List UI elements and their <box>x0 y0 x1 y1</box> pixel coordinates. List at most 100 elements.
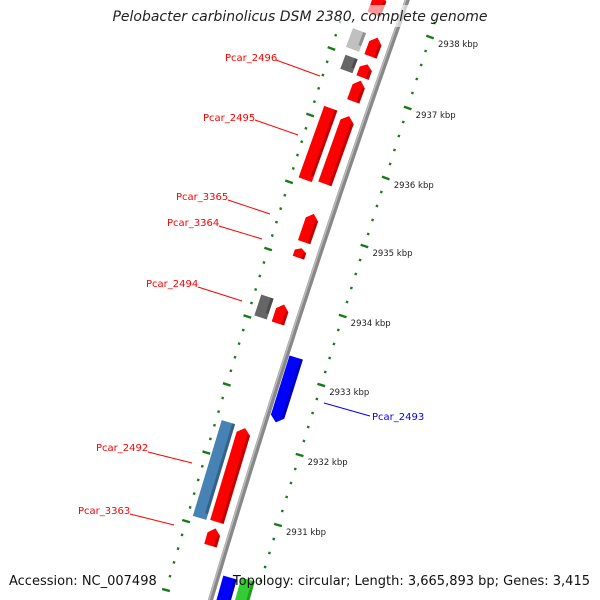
tick-minor <box>328 356 332 360</box>
feature-shade <box>373 44 382 59</box>
tick-minor <box>229 369 233 373</box>
tick-minor <box>293 467 297 471</box>
feature-shade <box>310 109 338 177</box>
label-leader-line <box>323 402 371 417</box>
tick-minor <box>283 193 287 197</box>
tick-minor <box>312 100 316 104</box>
gene-feature[interactable] <box>271 302 291 326</box>
tick-minor <box>291 166 295 170</box>
tick-minor <box>419 63 423 67</box>
tick-minor <box>289 481 293 485</box>
feature-shade <box>213 535 221 548</box>
feature-shade <box>227 578 237 600</box>
tick-minor <box>258 274 262 278</box>
tick-major <box>381 175 390 181</box>
tick-minor <box>323 370 327 374</box>
gene-feature[interactable] <box>356 62 373 80</box>
gene-feature-pcar-3363[interactable] <box>204 527 221 548</box>
label-leader-line <box>129 513 175 526</box>
kbp-tick-label: 2932 kbp <box>308 458 348 468</box>
gene-feature[interactable] <box>340 54 358 74</box>
gene-label-pcar-3365[interactable]: Pcar_3365 <box>176 192 228 203</box>
tick-minor <box>415 77 419 81</box>
tick-minor <box>300 140 304 144</box>
gene-label-pcar-2496[interactable]: Pcar_2496 <box>225 53 277 64</box>
label-leader-line <box>254 119 299 136</box>
tick-minor <box>192 492 196 496</box>
gene-feature-pcar-2493[interactable] <box>269 355 303 424</box>
tick-major <box>202 450 211 455</box>
kbp-tick-label: 2934 kbp <box>351 319 391 329</box>
tick-minor <box>241 328 245 332</box>
tick-major <box>222 382 231 387</box>
feature-shade <box>307 220 319 245</box>
tick-major <box>295 452 304 458</box>
feature-shade <box>365 70 372 80</box>
gene-label-pcar-2495[interactable]: Pcar_2495 <box>203 113 255 124</box>
feature-shade <box>281 358 303 419</box>
kbp-tick-label: 2935 kbp <box>372 249 412 259</box>
label-leader-line <box>275 59 321 77</box>
tick-minor <box>388 162 392 166</box>
label-leader-line <box>227 199 271 215</box>
tick-minor <box>371 218 375 222</box>
kbp-tick-label: 2936 kbp <box>394 181 434 191</box>
tick-minor <box>302 439 306 443</box>
gene-feature[interactable] <box>345 28 367 52</box>
tick-minor <box>196 478 200 482</box>
tick-minor <box>208 437 212 441</box>
tick-minor <box>270 234 274 238</box>
tick-minor <box>237 342 241 346</box>
gene-feature[interactable] <box>215 575 237 600</box>
tick-minor <box>262 260 266 265</box>
tick-minor <box>274 220 279 224</box>
tick-minor <box>375 204 379 208</box>
backbone-line <box>207 0 410 600</box>
tick-minor <box>180 533 184 537</box>
tick-minor <box>304 126 308 130</box>
gene-feature[interactable] <box>364 35 383 59</box>
gene-label-pcar-2493[interactable]: Pcar_2493 <box>372 412 424 423</box>
tick-major <box>403 105 412 111</box>
gene-label-pcar-3363[interactable]: Pcar_3363 <box>78 506 130 517</box>
gene-feature-pcar-2496[interactable] <box>347 78 367 104</box>
kbp-tick-label: 2931 kbp <box>286 528 326 538</box>
gene-feature-pcar-2492[interactable] <box>192 420 236 520</box>
feature-shade <box>265 297 274 314</box>
tick-minor <box>285 495 289 499</box>
tick-minor <box>401 120 405 124</box>
tick-minor <box>336 328 340 332</box>
feature-shade <box>358 32 367 47</box>
tick-minor <box>354 272 358 276</box>
label-leader-line <box>218 225 263 240</box>
tick-minor <box>424 49 428 53</box>
gene-feature[interactable] <box>318 114 355 187</box>
gene-feature-pcar-2495[interactable] <box>298 105 338 183</box>
tick-minor <box>345 300 349 304</box>
gene-feature-pcar-3364[interactable] <box>292 246 308 260</box>
tick-major <box>327 45 336 52</box>
gene-label-pcar-2494[interactable]: Pcar_2494 <box>146 279 198 290</box>
tick-minor <box>306 425 310 429</box>
feature-shade <box>351 58 358 69</box>
tick-minor <box>332 342 336 346</box>
tick-minor <box>172 560 176 564</box>
tick-major <box>181 518 191 524</box>
tick-minor <box>233 355 237 359</box>
tick-minor <box>349 286 353 290</box>
gene-feature-pcar-3365[interactable] <box>297 212 320 245</box>
label-leader-line <box>197 286 243 302</box>
tick-minor <box>334 33 338 37</box>
tick-minor <box>259 579 263 583</box>
gene-feature[interactable] <box>210 426 252 524</box>
gene-feature-pcar-2494[interactable] <box>254 294 274 320</box>
gene-label-pcar-2492[interactable]: Pcar_2492 <box>96 443 148 454</box>
gene-label-pcar-3364[interactable]: Pcar_3364 <box>167 218 219 229</box>
tick-minor <box>200 464 204 468</box>
gene-feature[interactable] <box>233 577 255 600</box>
accession-text: Accession: NC_007498 <box>9 574 157 589</box>
tick-major <box>243 314 252 319</box>
tick-minor <box>279 207 283 211</box>
tick-major <box>425 34 435 40</box>
